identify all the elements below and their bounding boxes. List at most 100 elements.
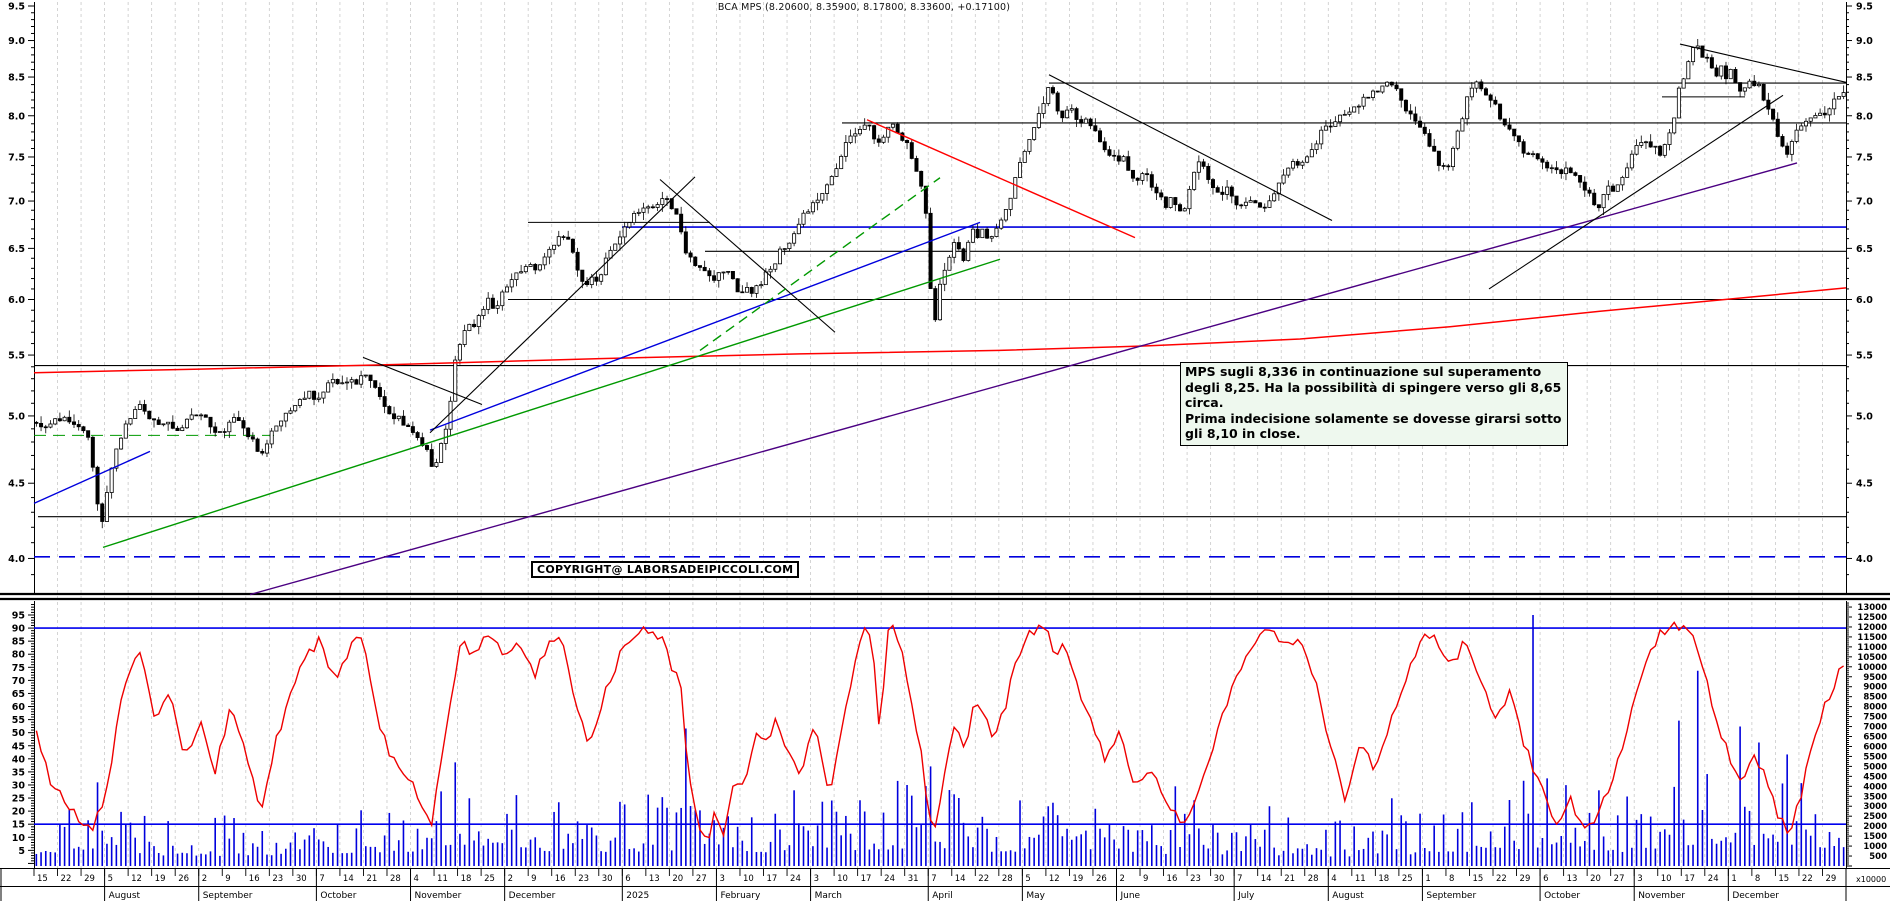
axis-label: 16	[555, 874, 566, 884]
axis-label: 9500	[1863, 673, 1887, 683]
axis-label: 9	[225, 874, 230, 884]
axis-label: 8.5	[8, 73, 25, 84]
axis-label: 1	[1731, 874, 1736, 884]
axis-label: 16	[249, 874, 260, 884]
volume-bars	[35, 615, 1845, 866]
axis-label: 80	[12, 650, 26, 661]
axis-label: 45	[12, 741, 25, 752]
axis-label: 3	[719, 874, 724, 884]
weekly-gridlines	[57, 2, 1823, 868]
axis-label: x10000	[1856, 875, 1886, 884]
axis-label: 10000	[1857, 663, 1887, 673]
trendlines	[33, 43, 1847, 596]
axis-label: 1000	[1863, 842, 1887, 852]
axis-label: 18	[1378, 874, 1389, 884]
price-axes: 4.0 4.0 4.5 4.5 5.0 5.0 5.5 5.5 6.0 6.0 6.5 6.5 7.0 7…	[8, 2, 1887, 885]
axis-label: 10	[837, 874, 848, 884]
axis-label: 2000	[1863, 822, 1887, 832]
axis-label: 11	[437, 874, 448, 884]
axis-label: 60	[12, 702, 26, 713]
axis-label: 90	[12, 624, 26, 635]
axis-label: 40	[12, 754, 26, 765]
axis-label: 12	[131, 874, 142, 884]
axis-label: 4.5	[8, 479, 25, 490]
indicator-panel[interactable]	[34, 601, 1846, 868]
axis-label: August	[109, 891, 141, 901]
axis-label: 6.0	[1856, 295, 1873, 306]
axis-label: May	[1026, 891, 1045, 901]
analysis-annotation[interactable]: MPS sugli 8,336 in continuazione sul sup…	[1180, 362, 1568, 446]
axis-label: 30	[602, 874, 613, 884]
axis-label: 13000	[1857, 603, 1887, 613]
axis-label: 500	[1869, 852, 1887, 862]
axis-label: 10	[743, 874, 754, 884]
axis-label: 28	[390, 874, 401, 884]
axis-label: 3000	[1863, 802, 1887, 812]
axis-label: 6.5	[8, 244, 25, 255]
axis-label: 19	[1072, 874, 1083, 884]
axis-label: 7	[319, 874, 324, 884]
axis-label: 7.5	[1856, 152, 1873, 163]
axis-label: 12500	[1857, 613, 1887, 623]
axis-label: 14	[955, 874, 966, 884]
axis-label: 4	[1331, 874, 1336, 884]
axis-label: 4000	[1863, 782, 1887, 792]
axis-label: 7.0	[8, 197, 25, 208]
axis-label: 6	[1543, 874, 1548, 884]
axis-label: 11000	[1857, 643, 1887, 653]
axis-label: 17	[767, 874, 778, 884]
axis-label: 23	[578, 874, 589, 884]
axis-label: 14	[343, 874, 354, 884]
axis-label: 4500	[1863, 772, 1887, 782]
axis-label: 6500	[1863, 733, 1887, 743]
axis-label: 9.5	[8, 2, 25, 13]
axis-label: 8	[1755, 874, 1760, 884]
axis-label: 55	[12, 715, 25, 726]
axis-label: 26	[178, 874, 189, 884]
axis-label: 2	[202, 874, 207, 884]
axis-label: 95	[12, 611, 25, 622]
axis-label: 29	[1825, 874, 1836, 884]
axis-label: 15	[12, 820, 25, 831]
axis-label: 21	[1284, 874, 1295, 884]
axis-label: 7.0	[1856, 197, 1873, 208]
axis-label: 7500	[1863, 713, 1887, 723]
axis-label: October	[320, 891, 356, 901]
axis-label: 13	[649, 874, 660, 884]
axis-label: 12	[1049, 874, 1060, 884]
axis-label: 14	[1261, 874, 1272, 884]
axis-label: 6.0	[8, 295, 25, 306]
axis-label: 27	[696, 874, 707, 884]
chart-title: BCA MPS (8.20600, 8.35900, 8.17800, 8.33…	[717, 2, 1011, 13]
axis-label: 5500	[1863, 752, 1887, 762]
axis-label: 22	[978, 874, 989, 884]
axis-label: August	[1332, 891, 1364, 901]
axis-label: 5	[108, 874, 113, 884]
axis-label: 22	[1496, 874, 1507, 884]
axis-label: 30	[12, 780, 26, 791]
axis-label: 3	[1637, 874, 1642, 884]
axis-label: 31	[908, 874, 919, 884]
axis-label: 3	[814, 874, 819, 884]
axis-label: 7.5	[8, 152, 25, 163]
axis-label: 5.5	[1856, 351, 1873, 362]
axis-label: 8000	[1863, 703, 1887, 713]
red-moving-average	[33, 287, 1847, 374]
axis-label: 5.5	[8, 351, 25, 362]
axis-label: 3500	[1863, 792, 1887, 802]
axis-label: 8	[1449, 874, 1454, 884]
axis-label: November	[415, 891, 462, 901]
axis-label: 1	[1425, 874, 1430, 884]
axis-label: 5.0	[1856, 411, 1873, 422]
axis-label: July	[1237, 891, 1255, 901]
axis-label: 4	[414, 874, 419, 884]
axis-label: 5	[1025, 874, 1030, 884]
axis-label: 23	[1190, 874, 1201, 884]
axis-label: 9	[1143, 874, 1148, 884]
axis-label: 16	[1167, 874, 1178, 884]
axis-label: 19	[155, 874, 166, 884]
axis-label: 6.5	[1856, 244, 1873, 255]
